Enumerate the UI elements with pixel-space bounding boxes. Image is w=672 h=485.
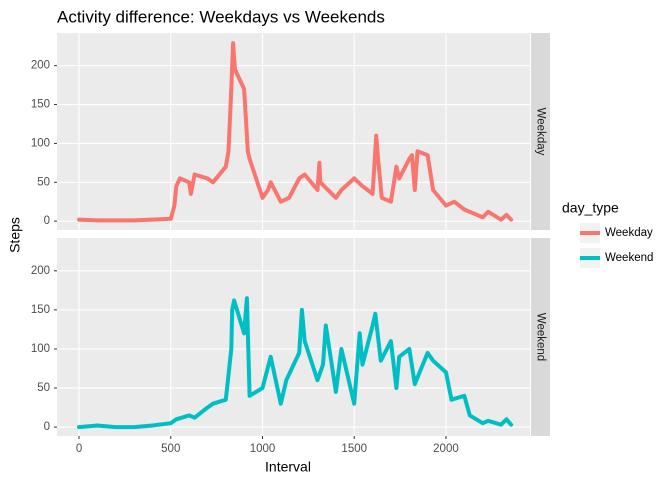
x-tick-label: 0: [76, 443, 82, 455]
legend-label: Weekday: [605, 227, 653, 239]
y-tick-label: 150: [31, 99, 50, 111]
x-tick-label: 1500: [341, 443, 367, 455]
x-tick-label: 1000: [250, 443, 276, 455]
line: [77, 41, 514, 223]
x-axis-label: Interval: [265, 459, 311, 475]
chart-title: Activity difference: Weekdays vs Weekend…: [57, 7, 385, 26]
y-tick-label: 50: [37, 382, 50, 394]
y-tick-label: 100: [31, 343, 50, 355]
y-tick-label: 0: [44, 421, 50, 433]
y-axis-label: Steps: [7, 217, 23, 253]
panel-background: [57, 238, 530, 436]
y-tick-label: 0: [44, 215, 50, 227]
strip-label: Weekend: [534, 313, 546, 361]
x-tick-label: 500: [161, 443, 180, 455]
legend-title: day_type: [562, 200, 619, 216]
strip-background: [531, 33, 550, 230]
line: [77, 296, 514, 430]
y-tick-label: 200: [31, 60, 50, 72]
y-tick-label: 50: [37, 176, 50, 188]
x-tick-label: 2000: [433, 443, 459, 455]
strip-label: Weekday: [534, 108, 546, 156]
y-tick-label: 200: [31, 265, 50, 277]
panel-background: [57, 33, 530, 230]
strip-background: [531, 238, 550, 436]
y-tick-label: 150: [31, 304, 50, 316]
legend-label: Weekend: [605, 252, 653, 264]
y-tick-label: 100: [31, 137, 50, 149]
